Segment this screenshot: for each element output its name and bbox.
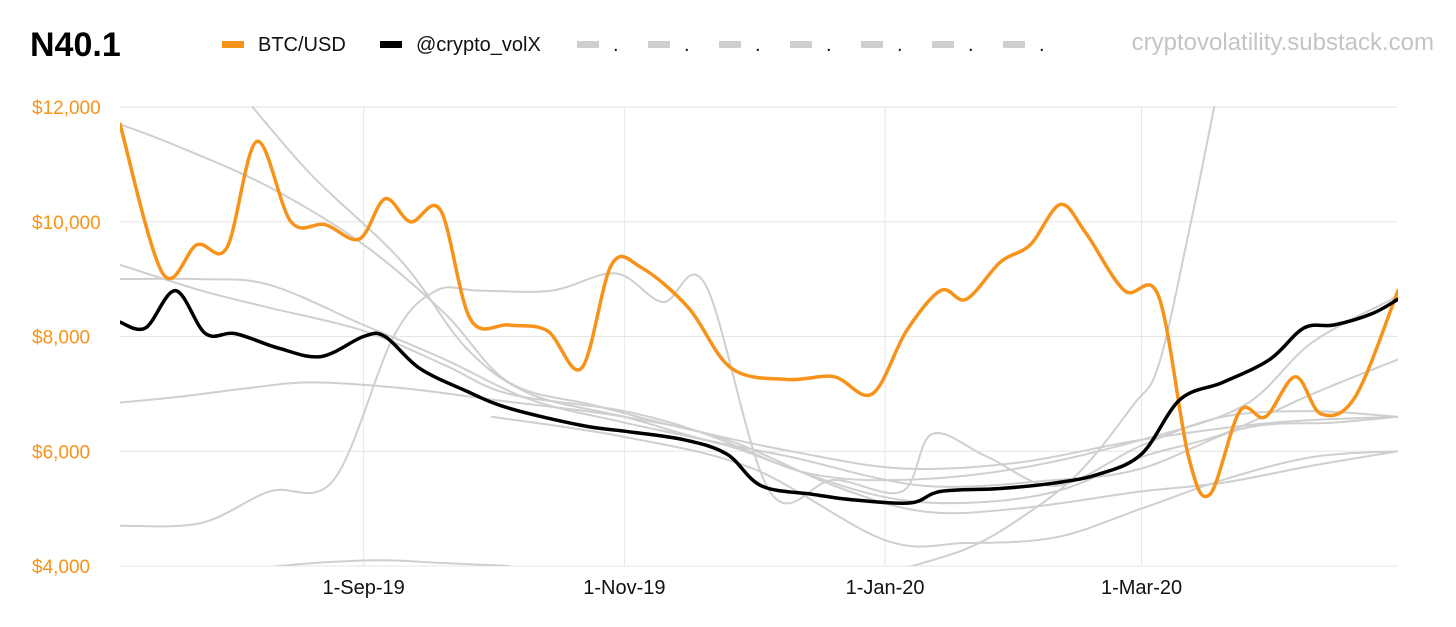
source-watermark: cryptovolatility.substack.com	[1132, 29, 1434, 56]
legend-label: BTC/USD	[258, 34, 346, 56]
legend-label: .	[897, 34, 903, 56]
y-tick-label: $10,000	[32, 213, 101, 234]
x-tick-label: 1-Nov-19	[583, 577, 665, 599]
series-line-other	[270, 559, 510, 566]
legend-swatch	[222, 41, 244, 48]
chart-title: N40.1	[30, 26, 121, 64]
y-tick-label: $8,000	[32, 328, 90, 349]
legend-label: .	[1039, 34, 1045, 56]
x-tick-label: 1-Sep-19	[322, 577, 404, 599]
series-line-crypto-volx	[120, 288, 1398, 505]
axis-labels: $4,000 $6,000 $8,000 $10,000 $12,000 1-Sep-19…	[32, 98, 1182, 599]
y-tick-label: $12,000	[32, 98, 101, 119]
legend-swatch	[790, 41, 812, 48]
legend-label: .	[684, 34, 690, 56]
legend-label: .	[826, 34, 832, 56]
legend-swatch	[577, 41, 599, 48]
legend-swatch	[719, 41, 741, 48]
legend-label: .	[968, 34, 974, 56]
x-tick-label: 1-Mar-20	[1101, 577, 1182, 599]
legend-swatch	[1003, 41, 1025, 48]
legend-label: @crypto_volX	[416, 34, 541, 56]
legend-swatch	[648, 41, 670, 48]
legend-swatch	[861, 41, 883, 48]
series-line-other	[120, 272, 1398, 528]
legend-swatch	[380, 41, 402, 48]
x-tick-label: 1-Jan-20	[846, 577, 925, 599]
legend: BTC/USD @crypto_volX.......	[222, 34, 1045, 56]
series-line-btc-usd	[120, 122, 1398, 499]
series-layer	[120, 106, 1398, 566]
series-line-other	[490, 415, 1398, 548]
legend-label: .	[755, 34, 761, 56]
y-tick-label: $4,000	[32, 557, 90, 578]
legend-label: .	[613, 34, 619, 56]
legend-swatch	[932, 41, 954, 48]
y-tick-label: $6,000	[32, 442, 90, 463]
